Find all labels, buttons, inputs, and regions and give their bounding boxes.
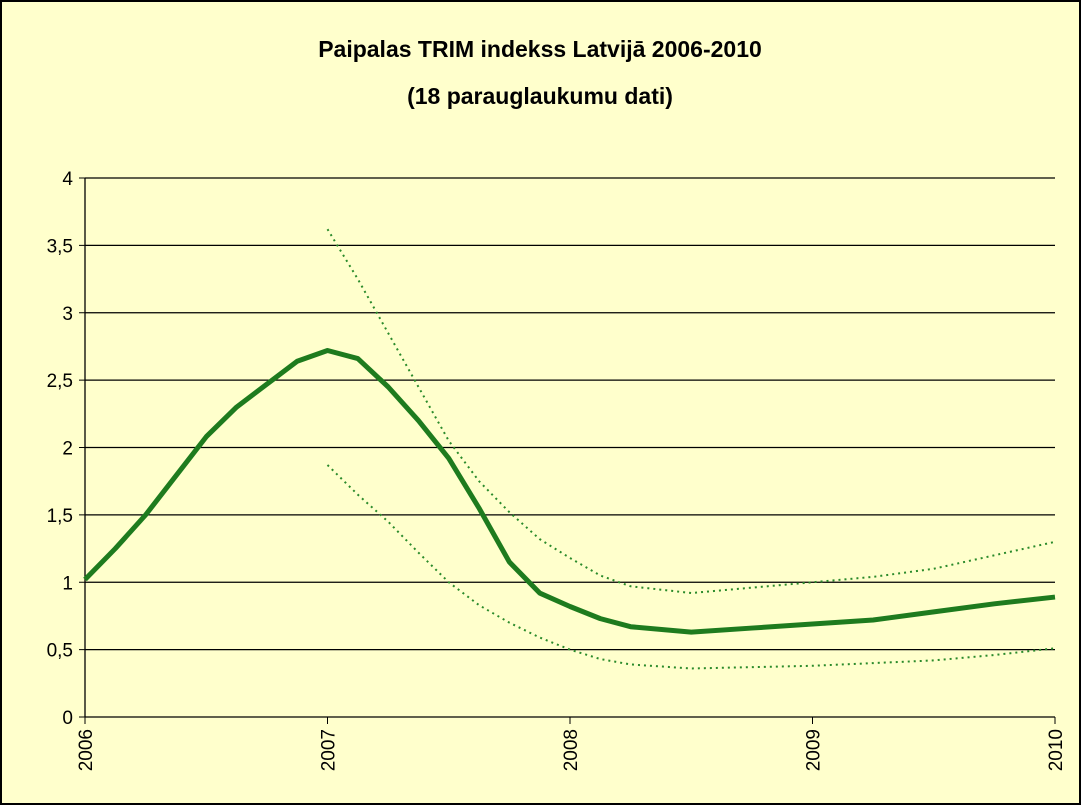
- x-tick-label: 2006: [76, 729, 97, 771]
- data-line: [83, 347, 1056, 635]
- y-tick-label: 4: [62, 169, 73, 190]
- y-tick-label: 1,5: [47, 506, 73, 527]
- x-tick-label: 2010: [1046, 729, 1067, 771]
- x-tick-label: 2007: [319, 729, 340, 771]
- y-tick-label: 2,5: [47, 371, 73, 392]
- y-tick-label: 1: [62, 573, 73, 594]
- y-tick-label: 0,5: [47, 641, 73, 662]
- y-tick-label: 3: [62, 304, 73, 325]
- chart-title: Paipalas TRIM indekss Latvijā 2006-2010: [318, 36, 762, 62]
- y-tick-label: 0: [62, 708, 73, 729]
- y-tick-label: 3,5: [47, 236, 73, 257]
- x-tick-label: 2008: [561, 729, 582, 771]
- x-tick-label: 2009: [804, 729, 825, 771]
- y-tick-label: 2: [62, 439, 73, 460]
- chart-subtitle: (18 parauglaukumu dati): [407, 83, 673, 109]
